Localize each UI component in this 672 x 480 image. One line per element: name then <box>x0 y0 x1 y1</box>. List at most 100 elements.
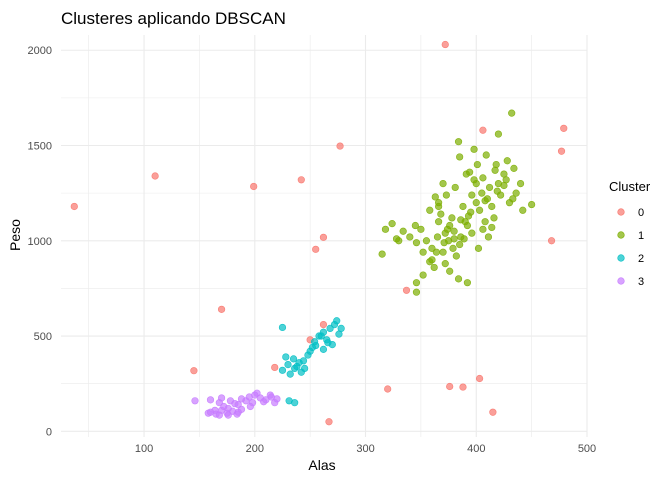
data-point-cluster-0 <box>319 320 328 329</box>
data-point-cluster-3 <box>211 406 219 414</box>
data-point-cluster-3 <box>271 399 279 407</box>
data-point-cluster-3 <box>233 410 241 418</box>
data-point-cluster-1 <box>478 189 486 197</box>
data-point-cluster-1 <box>441 229 449 237</box>
data-point-cluster-1 <box>494 130 503 138</box>
legend-title: Cluster <box>609 179 651 194</box>
data-point-cluster-3 <box>206 396 215 404</box>
data-point-cluster-3 <box>217 394 226 402</box>
data-point-cluster-0 <box>312 245 320 253</box>
x-tick-label: 200 <box>246 443 264 455</box>
data-point-cluster-1 <box>456 153 464 161</box>
data-point-cluster-1 <box>449 244 457 252</box>
data-point-cluster-0 <box>402 286 411 294</box>
data-point-cluster-3 <box>242 397 250 405</box>
legend-items: 0 1 2 3 <box>617 207 644 288</box>
data-point-cluster-1 <box>479 174 487 182</box>
data-point-cluster-1 <box>433 233 442 241</box>
data-point-cluster-1 <box>508 109 516 117</box>
data-point-cluster-3 <box>237 405 246 413</box>
data-point-cluster-1 <box>485 183 494 192</box>
data-point-cluster-1 <box>481 218 489 226</box>
x-tick-label: 400 <box>467 443 485 455</box>
data-point-cluster-1 <box>481 197 489 205</box>
data-point-cluster-1 <box>419 248 427 256</box>
data-point-cluster-1 <box>474 244 483 252</box>
data-point-cluster-3 <box>253 389 261 397</box>
data-point-cluster-0 <box>446 382 454 391</box>
data-point-cluster-2 <box>291 364 299 373</box>
y-tick-label: 1000 <box>28 236 52 248</box>
data-point-cluster-1 <box>509 195 517 203</box>
data-point-cluster-3 <box>224 411 232 419</box>
data-point-cluster-1 <box>500 181 508 190</box>
data-point-cluster-3 <box>215 411 223 419</box>
data-point-cluster-1 <box>519 206 527 214</box>
data-point-cluster-3 <box>231 400 239 408</box>
data-point-cluster-2 <box>278 366 287 374</box>
data-point-cluster-3 <box>246 402 254 411</box>
data-points <box>70 40 568 426</box>
data-point-cluster-1 <box>454 275 463 283</box>
data-point-cluster-1 <box>488 202 496 211</box>
data-point-cluster-1 <box>411 221 419 230</box>
data-point-cluster-1 <box>493 187 501 195</box>
data-point-cluster-0 <box>459 383 467 391</box>
data-point-cluster-1 <box>426 258 434 266</box>
data-point-cluster-2 <box>299 357 308 365</box>
data-point-cluster-1 <box>457 216 465 224</box>
data-point-cluster-1 <box>479 225 487 233</box>
data-point-cluster-1 <box>459 202 467 211</box>
data-point-cluster-0 <box>250 182 258 191</box>
data-point-cluster-2 <box>282 353 290 361</box>
data-point-cluster-2 <box>289 355 298 363</box>
data-point-cluster-0 <box>560 124 568 132</box>
data-point-cluster-2 <box>286 370 294 378</box>
legend-key-3 <box>617 277 625 285</box>
data-point-cluster-0 <box>384 385 392 393</box>
data-point-cluster-3 <box>260 398 268 406</box>
data-point-cluster-0 <box>217 305 226 313</box>
data-point-cluster-1 <box>510 164 518 172</box>
legend-label: 1 <box>638 230 644 242</box>
y-tick-label: 2000 <box>28 45 52 57</box>
data-point-cluster-2 <box>291 399 299 407</box>
legend-key-0 <box>617 208 625 216</box>
data-point-cluster-0 <box>479 126 487 134</box>
y-tick-label: 0 <box>46 426 52 438</box>
data-point-cluster-0 <box>271 363 279 372</box>
data-point-cluster-1 <box>435 218 443 226</box>
legend-key-1 <box>617 231 625 239</box>
data-point-cluster-1 <box>464 212 473 220</box>
data-point-cluster-1 <box>441 260 449 268</box>
data-point-cluster-2 <box>284 361 292 369</box>
data-point-cluster-1 <box>442 191 450 199</box>
data-point-cluster-0 <box>190 367 198 375</box>
data-point-cluster-2 <box>304 351 312 359</box>
legend-label: 0 <box>638 207 644 219</box>
data-point-cluster-1 <box>516 180 525 188</box>
legend-label: 3 <box>638 276 644 288</box>
data-point-cluster-1 <box>463 221 472 230</box>
data-point-cluster-1 <box>440 239 448 247</box>
data-point-cluster-1 <box>456 240 464 249</box>
data-point-cluster-0 <box>297 176 305 184</box>
data-point-cluster-1 <box>472 199 480 207</box>
data-point-cluster-2 <box>324 339 332 347</box>
data-point-cluster-0 <box>547 237 556 245</box>
data-point-cluster-2 <box>308 343 316 352</box>
y-axis-title: Peso <box>7 219 23 251</box>
data-point-cluster-1 <box>381 225 390 233</box>
data-point-cluster-1 <box>422 237 431 245</box>
data-point-cluster-1 <box>468 191 476 199</box>
data-point-cluster-1 <box>392 235 401 243</box>
data-point-cluster-1 <box>475 206 484 214</box>
data-point-cluster-2 <box>317 332 325 340</box>
x-axis-ticks: 100 200 300 400 500 <box>135 443 596 455</box>
data-point-cluster-2 <box>333 317 341 325</box>
data-point-cluster-0 <box>489 408 497 416</box>
data-point-cluster-1 <box>439 248 447 256</box>
data-point-cluster-1 <box>473 160 481 169</box>
data-point-cluster-1 <box>448 214 456 222</box>
